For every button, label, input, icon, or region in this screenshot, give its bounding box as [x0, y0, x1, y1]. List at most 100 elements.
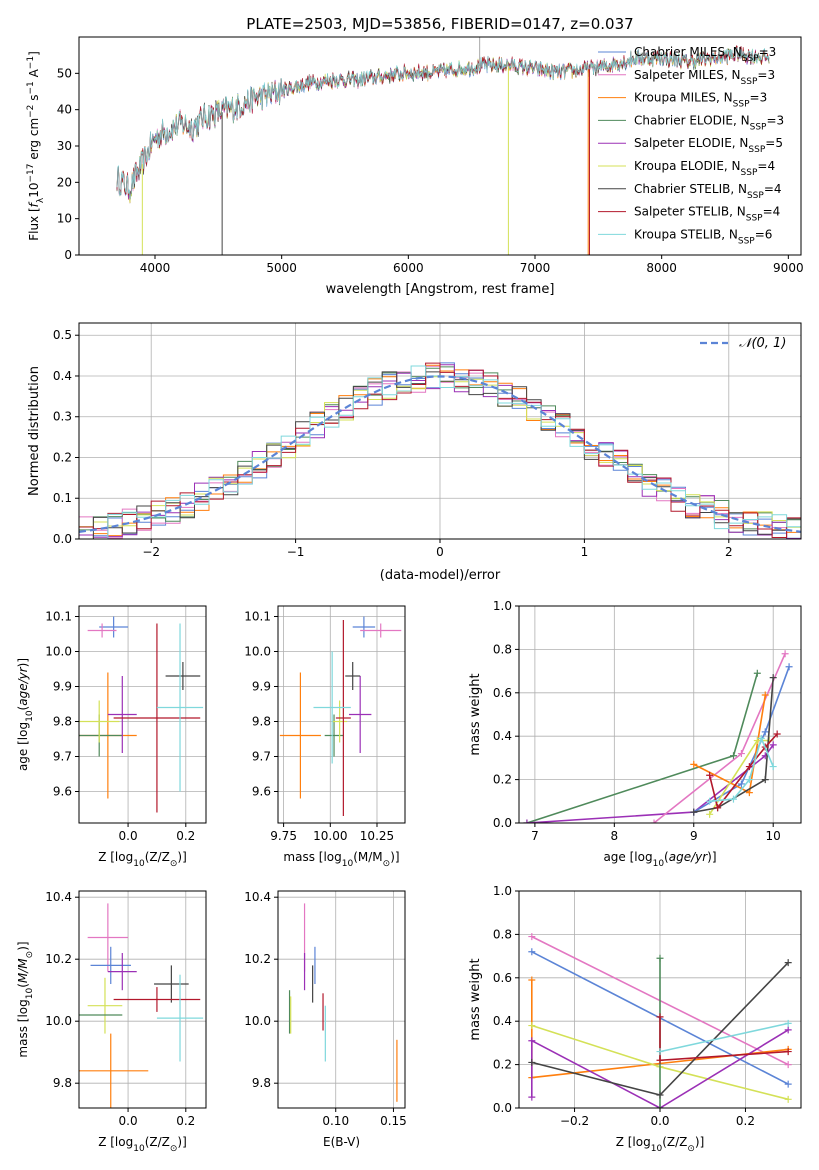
label-part: SSP	[746, 214, 763, 224]
x-tick-label: 8	[611, 829, 619, 843]
label-part: 10	[651, 1144, 663, 1154]
label-part: age/yr	[669, 850, 708, 864]
label-part: (	[664, 850, 669, 864]
label-part: =4	[757, 159, 775, 173]
label-part: (Z/Z	[145, 850, 170, 864]
weight-marker-kroupa_miles	[745, 789, 753, 797]
label-part: SSP	[733, 100, 750, 110]
weight-marker-kroupa_miles	[690, 760, 698, 768]
label-part: −17	[26, 163, 36, 182]
x-tick-label: 8000	[646, 261, 677, 275]
label-part: A	[27, 68, 41, 81]
x-tick-label: 0.0	[119, 1114, 138, 1128]
y-axis-label: mass weight	[468, 958, 483, 1040]
y-tick-label: 10.4	[45, 890, 72, 904]
weight-marker-kroupa_stelib	[706, 797, 714, 805]
label-part: −1	[26, 56, 36, 69]
y-tick-label: 10.4	[244, 890, 271, 904]
y-axis-label: mass weight	[468, 673, 483, 755]
weight-marker-kroupa_stelib	[745, 776, 753, 784]
label-part: λ	[36, 197, 46, 203]
y-tick-label: 10.2	[244, 952, 271, 966]
y-tick-label: 0.8	[493, 927, 512, 941]
y-tick-label: 0.0	[493, 1101, 512, 1115]
label-part: =3	[766, 113, 784, 127]
x-tick-label: 4000	[140, 261, 171, 275]
x-tick-label: 7	[531, 829, 539, 843]
label-part: =4	[764, 182, 782, 196]
legend-gaussian-label: 𝒩(0, 1)	[739, 336, 786, 351]
x-tick-label: 0.0	[119, 829, 138, 843]
label-part: ]	[27, 51, 41, 56]
label-part: Z [log	[98, 1135, 133, 1149]
label-part: Salpeter STELIB, N	[634, 205, 746, 219]
y-tick-label: 0.2	[493, 773, 512, 787]
x-axis-label: Z [log10(Z/Z⊙)]	[616, 1135, 705, 1154]
weight-marker-kroupa_elodie	[528, 1022, 536, 1030]
plot-area	[523, 650, 793, 823]
label-part: (	[16, 983, 30, 988]
label-part: SSP	[738, 236, 755, 246]
x-tick-label: −2	[142, 545, 160, 559]
label-part: )]	[707, 850, 716, 864]
axes-frame	[277, 890, 406, 1109]
x-axis-label: mass [log10(M/M⊙)]	[283, 850, 399, 869]
label-part: Salpeter ELODIE, N	[634, 136, 748, 150]
label-part: 10	[27, 182, 41, 197]
y-tick-label: 0.5	[53, 328, 72, 342]
legend-entry-chabrier_stelib: Chabrier STELIB, NSSP=4	[634, 182, 782, 201]
x-tick-label: 0.2	[176, 829, 195, 843]
weight-marker-salpeter_elodie	[784, 1026, 792, 1034]
weight-marker-kroupa_elodie	[706, 810, 714, 818]
axes-mass_vs_Z: 0.0 0.29.810.010.210.4Z [log10(Z/Z⊙)]mass…	[16, 890, 207, 1154]
weight-marker-chabrier_elodie	[656, 954, 664, 962]
y-axis-label: mass [log10(M/M⊙)]	[16, 941, 35, 1057]
legend-entry-kroupa_miles: Kroupa MILES, NSSP=3	[634, 91, 767, 110]
weight-marker-kroupa_stelib	[656, 1048, 664, 1056]
label-part: SSP	[741, 168, 758, 178]
chart-layer: 4000 5000 6000 7000 8000 900001020304050Chabr…	[16, 36, 804, 1154]
plot-area	[288, 903, 398, 1102]
label-part: =3	[757, 68, 775, 82]
label-part: 10	[133, 859, 145, 869]
legend-entry-chabrier_elodie: Chabrier ELODIE, NSSP=3	[634, 113, 784, 132]
axes-frame	[78, 890, 207, 1109]
x-tick-label: −0.2	[560, 1114, 589, 1128]
y-tick-label: 10.0	[244, 645, 271, 659]
label-part: =6	[755, 227, 773, 241]
y-tick-label: 10.0	[45, 1014, 72, 1028]
label-part: mass [log	[283, 850, 341, 864]
y-tick-label: 1.0	[493, 884, 512, 898]
weight-marker-salpeter_miles	[737, 750, 745, 758]
x-tick-label: 0.2	[176, 1114, 195, 1128]
weight-line-salpeter_stelib	[659, 1016, 789, 1062]
label-part: 10	[25, 988, 35, 1000]
y-tick-label: 0.4	[493, 729, 512, 743]
weight-marker-chabrier_miles	[761, 728, 769, 736]
weight-marker-kroupa_elodie	[753, 737, 761, 745]
label-part: 10	[342, 859, 354, 869]
legend-entry-salpeter_elodie: Salpeter ELODIE, NSSP=5	[634, 136, 783, 155]
weight-marker-chabrier_stelib	[769, 674, 777, 682]
weight-marker-salpeter_miles	[781, 650, 789, 658]
y-tick-label: 40	[57, 103, 72, 117]
x-tick-label: 1	[581, 545, 589, 559]
x-tick-label: 10.25	[360, 829, 394, 843]
axes-age_vs_mass: 9.75 10.00 10.25 9.6 9.7 9.8 9.9 10.0 10.1 mass […	[244, 605, 406, 869]
y-tick-label: 0	[64, 248, 72, 262]
weight-marker-chabrier_miles	[737, 780, 745, 788]
y-tick-label: 9.8	[53, 1076, 72, 1090]
label-part: SSP	[748, 145, 765, 155]
label-part: ⊙	[687, 1144, 695, 1154]
y-axis-label: Flux [fλ10−17 erg cm−2 s−1 A−1]	[26, 51, 46, 241]
weight-marker-salpeter_elodie	[528, 1093, 536, 1101]
label-part: Kroupa STELIB, N	[634, 227, 738, 241]
plot-area	[528, 933, 792, 1108]
label-part: mass [log	[16, 999, 30, 1057]
y-axis-label: age [log10(age/yr)]	[16, 658, 35, 771]
label-part: Z [log	[98, 850, 133, 864]
y-tick-label: 9.6	[252, 785, 271, 799]
axes-weight_vs_Z: −0.2 0.0 0.2 0.0 0.2 0.4 0.6 0.8 1.0 Z [log10(Z/Z…	[468, 884, 802, 1154]
x-axis-label: Z [log10(Z/Z⊙)]	[98, 1135, 187, 1154]
